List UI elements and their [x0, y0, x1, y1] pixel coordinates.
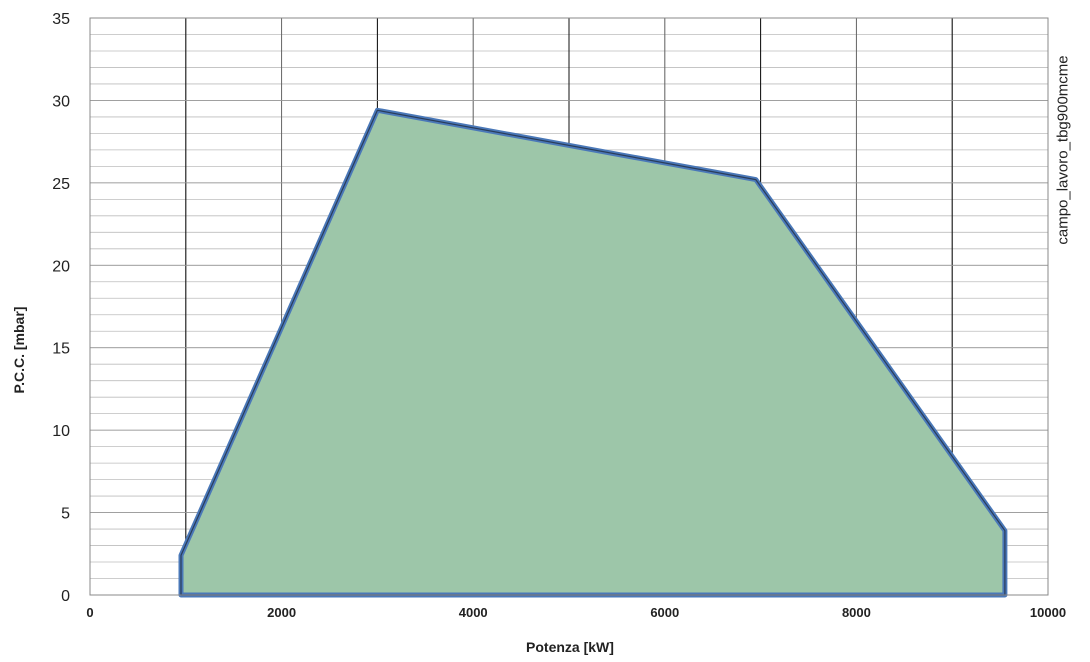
y-axis-label: P.C.C. [mbar] [11, 307, 27, 394]
x-tick-label: 0 [86, 605, 93, 620]
x-tick-labels: 0 2000 4000 6000 8000 10000 [86, 605, 1066, 620]
x-axis-label: Potenza [kW] [526, 639, 614, 655]
y-tick-label: 30 [52, 93, 70, 110]
y-tick-label: 35 [52, 11, 70, 28]
y-tick-label: 25 [52, 176, 70, 193]
y-tick-labels: 0 5 10 15 20 25 30 35 [52, 11, 70, 605]
x-tick-label: 6000 [650, 605, 679, 620]
y-tick-label: 15 [52, 341, 70, 358]
y-tick-label: 0 [61, 588, 70, 605]
y-tick-label: 5 [61, 506, 70, 523]
annotation-text: campo_lavoro_tbg900mcme [1054, 55, 1072, 245]
chart-annotation: campo_lavoro_tbg900mcme [1038, 0, 1088, 300]
y-tick-label: 20 [52, 258, 70, 275]
x-tick-label: 2000 [267, 605, 296, 620]
x-tick-label: 4000 [459, 605, 488, 620]
x-tick-label: 8000 [842, 605, 871, 620]
x-tick-label: 10000 [1030, 605, 1066, 620]
area-fill [181, 110, 1005, 596]
plot-frame [89, 17, 1049, 596]
y-tick-label: 10 [52, 423, 70, 440]
